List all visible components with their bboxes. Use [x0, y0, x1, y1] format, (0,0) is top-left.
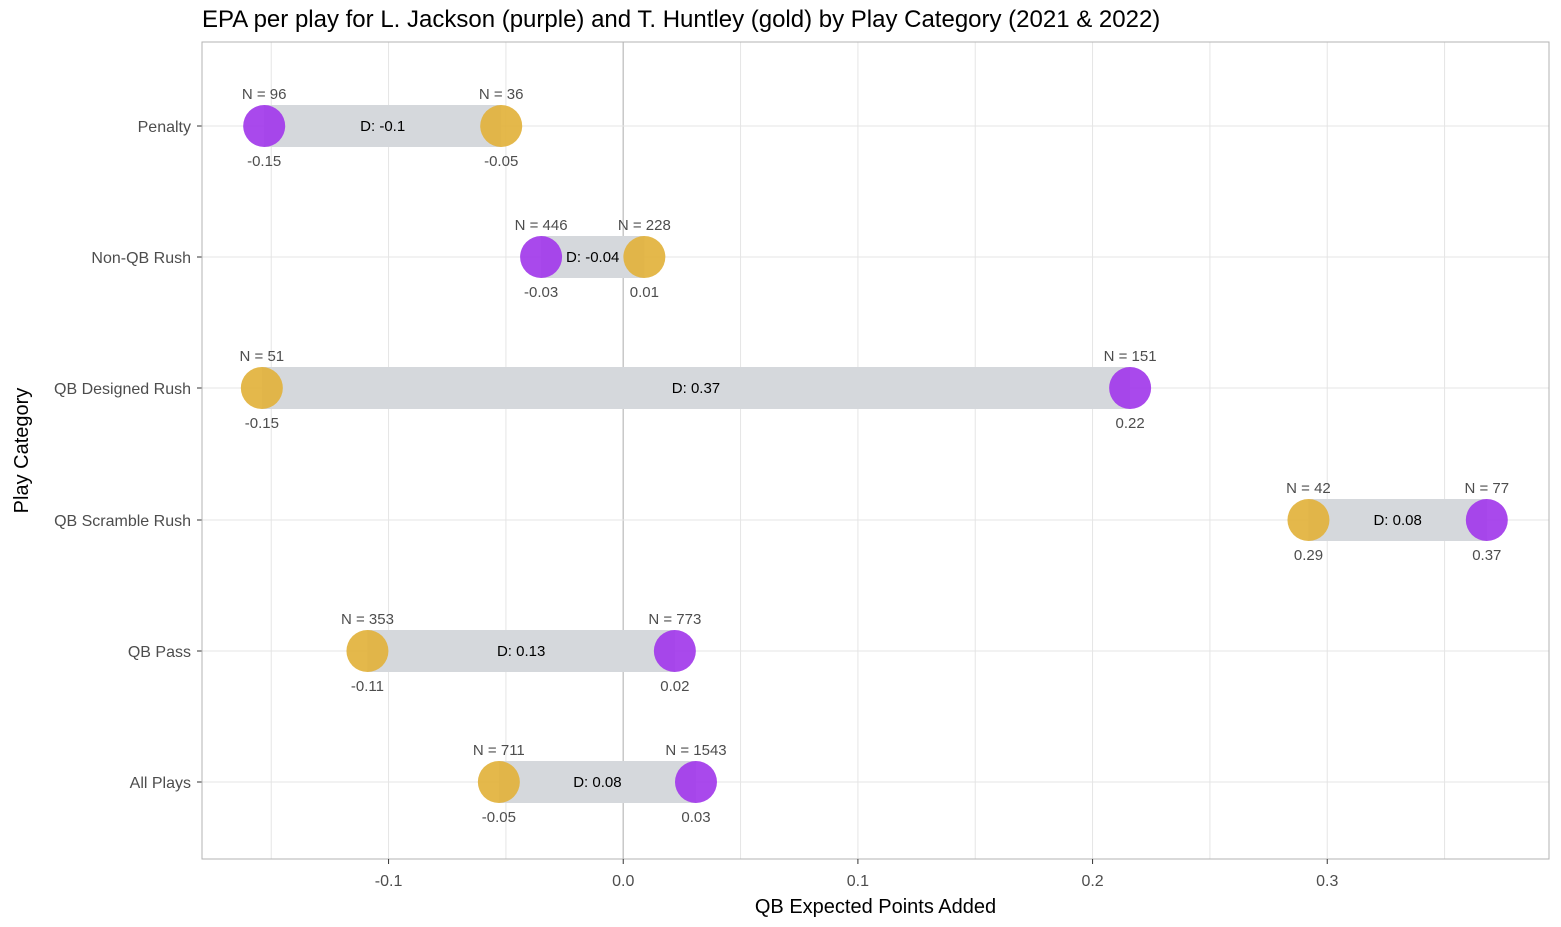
- huntley-epa-label: -0.11: [351, 678, 384, 695]
- jackson-epa-label: 0.22: [1116, 415, 1145, 432]
- difference-bar: [498, 761, 696, 803]
- difference-label: D: 0.08: [573, 774, 621, 791]
- y-tick-label: QB Designed Rush: [54, 381, 191, 398]
- jackson-n-label: N = 1543: [665, 742, 726, 759]
- huntley-epa-label: -0.15: [245, 415, 279, 432]
- x-tick-label: 0.2: [1081, 873, 1103, 890]
- jackson-epa-label: -0.03: [524, 284, 558, 301]
- huntley-epa-point: [480, 105, 523, 147]
- huntley-epa-point: [1287, 499, 1330, 541]
- jackson-n-label: N = 446: [515, 217, 568, 234]
- huntley-epa-point: [346, 630, 389, 672]
- difference-label: D: -0.1: [360, 118, 405, 135]
- huntley-epa-label: -0.05: [482, 809, 516, 826]
- jackson-epa-label: 0.02: [660, 678, 689, 695]
- jackson-epa-point: [243, 105, 286, 147]
- huntley-n-label: N = 51: [240, 348, 285, 365]
- difference-bar: [367, 630, 675, 672]
- huntley-n-label: N = 353: [341, 611, 394, 628]
- difference-bar: [1308, 499, 1487, 541]
- huntley-n-label: N = 711: [473, 742, 525, 759]
- jackson-epa-point: [1109, 367, 1152, 409]
- difference-bar: [261, 367, 1131, 409]
- difference-label: D: 0.37: [672, 380, 720, 397]
- jackson-epa-label: 0.37: [1472, 547, 1501, 564]
- huntley-n-label: N = 42: [1286, 480, 1331, 497]
- x-tick-label: 0.3: [1316, 873, 1338, 890]
- x-axis-title: QB Expected Points Added: [755, 896, 996, 918]
- jackson-epa-label: 0.03: [681, 809, 710, 826]
- huntley-epa-point: [623, 236, 666, 278]
- panel-border: [201, 41, 1550, 860]
- huntley-n-label: N = 36: [479, 86, 524, 103]
- x-tick-label: 0.1: [847, 873, 869, 890]
- huntley-epa-point: [240, 367, 283, 409]
- jackson-n-label: N = 151: [1104, 348, 1157, 365]
- jackson-epa-point: [674, 761, 717, 803]
- difference-label: D: 0.13: [497, 643, 545, 660]
- x-tick-label: 0.0: [612, 873, 634, 890]
- difference-label: D: 0.08: [1373, 512, 1421, 529]
- jackson-epa-label: -0.15: [247, 153, 281, 170]
- epa-points: [240, 105, 1508, 803]
- huntley-epa-label: 0.01: [630, 284, 659, 301]
- y-tick-label: Penalty: [138, 119, 191, 136]
- grid-lines: [202, 42, 1549, 859]
- difference-bar: [264, 105, 502, 147]
- jackson-n-label: N = 773: [648, 611, 701, 628]
- y-tick-label: Non-QB Rush: [91, 250, 191, 267]
- y-tick-label: QB Scramble Rush: [54, 513, 191, 530]
- jackson-n-label: N = 77: [1465, 480, 1510, 497]
- point-labels: D: -0.1 N = 36 -0.05 N = 96 -0.15 D: -0.04 N =…: [240, 86, 1510, 826]
- jackson-epa-point: [653, 630, 696, 672]
- huntley-epa-label: -0.05: [484, 153, 518, 170]
- difference-bars: [261, 105, 1487, 803]
- jackson-n-label: N = 96: [242, 86, 287, 103]
- y-tick-label: QB Pass: [128, 644, 191, 661]
- x-tick-label: -0.1: [375, 873, 403, 890]
- huntley-epa-label: 0.29: [1294, 547, 1323, 564]
- chart-title: EPA per play for L. Jackson (purple) and…: [202, 6, 1161, 33]
- difference-label: D: -0.04: [566, 249, 619, 266]
- huntley-n-label: N = 228: [618, 217, 671, 234]
- y-tick-label: All Plays: [130, 775, 191, 792]
- y-axis-title: Play Category: [11, 388, 33, 514]
- axes: Penalty Non-QB Rush QB Designed Rush QB Scr…: [11, 41, 1550, 918]
- jackson-epa-point: [520, 236, 563, 278]
- jackson-epa-point: [1465, 499, 1508, 541]
- huntley-epa-point: [477, 761, 520, 803]
